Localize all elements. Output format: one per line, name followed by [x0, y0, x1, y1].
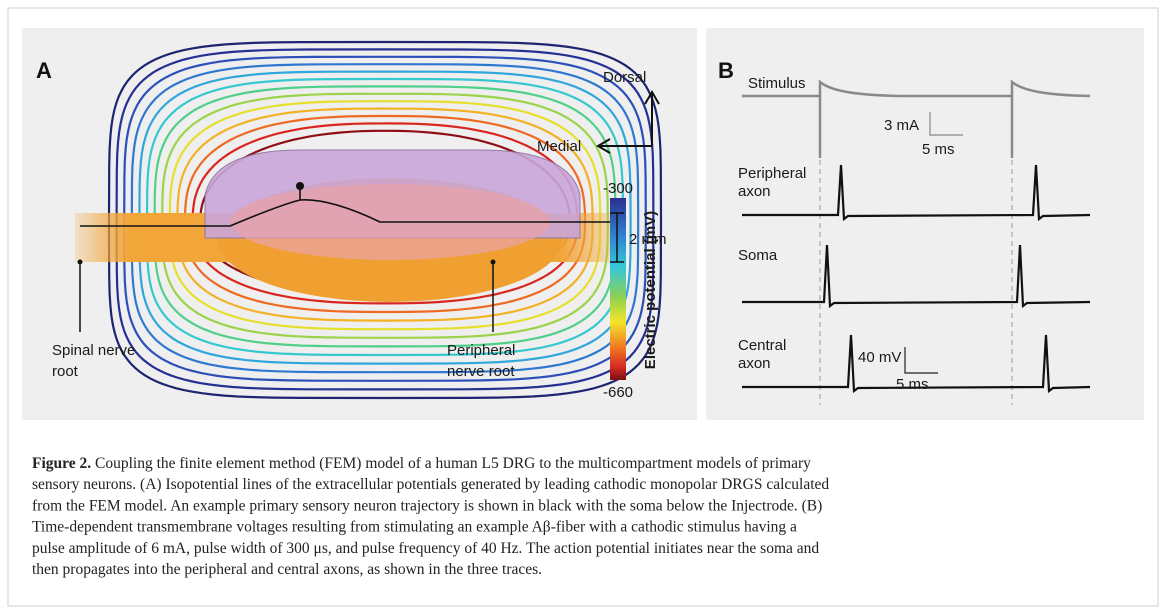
voltage-traces	[742, 164, 1091, 394]
peripheral-label: Peripheral	[447, 342, 515, 359]
stim-scale-y: 3 mA	[884, 117, 919, 134]
peripheral-label: nerve root	[447, 363, 515, 380]
compass-arrows	[596, 90, 660, 154]
caption: sensory neurons. (A) Isopotential lines …	[32, 476, 829, 578]
voltage-trace	[742, 244, 1091, 309]
frame	[7, 7, 1159, 607]
caption-line: from the FEM model. An example primary s…	[32, 497, 822, 514]
caption-line: sensory neurons. (A) Isopotential lines …	[32, 476, 829, 493]
scale-bar	[610, 212, 624, 263]
caption-text: Coupling the finite element method (FEM)…	[91, 455, 811, 472]
trace-label: Soma	[738, 247, 778, 264]
trace-label: Peripheral	[738, 165, 806, 182]
voltage-trace	[742, 164, 1091, 222]
colorbar-top-label: -300	[603, 180, 633, 197]
spinal-label: Spinal nerve	[52, 342, 135, 359]
panel-b-bg	[706, 28, 1144, 420]
scale-label: 2 mm	[629, 231, 667, 248]
stimulus-label: Stimulus	[748, 75, 806, 92]
v-scale-x: 5 ms	[896, 376, 929, 393]
v-scale-y: 40 mV	[858, 349, 901, 366]
stim-scale-x: 5 ms	[922, 141, 955, 158]
stimulus-trace	[742, 79, 1091, 158]
dorsal-label: Dorsal	[603, 69, 646, 86]
colorbar	[610, 198, 626, 380]
v-scale	[904, 347, 938, 374]
voltage-trace	[742, 334, 1091, 394]
panel-letter: B	[718, 58, 734, 83]
caption-line: Figure 2. Coupling the finite element me…	[32, 455, 811, 472]
trace-label: axon	[738, 355, 771, 372]
caption-line: then propagates into the peripheral and …	[32, 561, 542, 578]
caption-label: Figure 2.	[32, 455, 91, 472]
trace-label: Central	[738, 337, 786, 354]
colorbar-title: Electric potential (mV)	[642, 211, 659, 369]
colorbar-bottom-label: -660	[603, 384, 633, 401]
caption-line: pulse amplitude of 6 mA, pulse width of …	[32, 540, 819, 557]
soma	[296, 182, 304, 190]
pulse-markers	[819, 160, 1013, 405]
stim-scale	[929, 112, 963, 136]
panel-letter: A	[36, 58, 52, 83]
caption-line: Time-dependent transmembrane voltages re…	[32, 519, 797, 536]
medial-label: Medial	[537, 138, 581, 155]
trace-label: axon	[738, 183, 771, 200]
spinal-label: root	[52, 363, 79, 380]
